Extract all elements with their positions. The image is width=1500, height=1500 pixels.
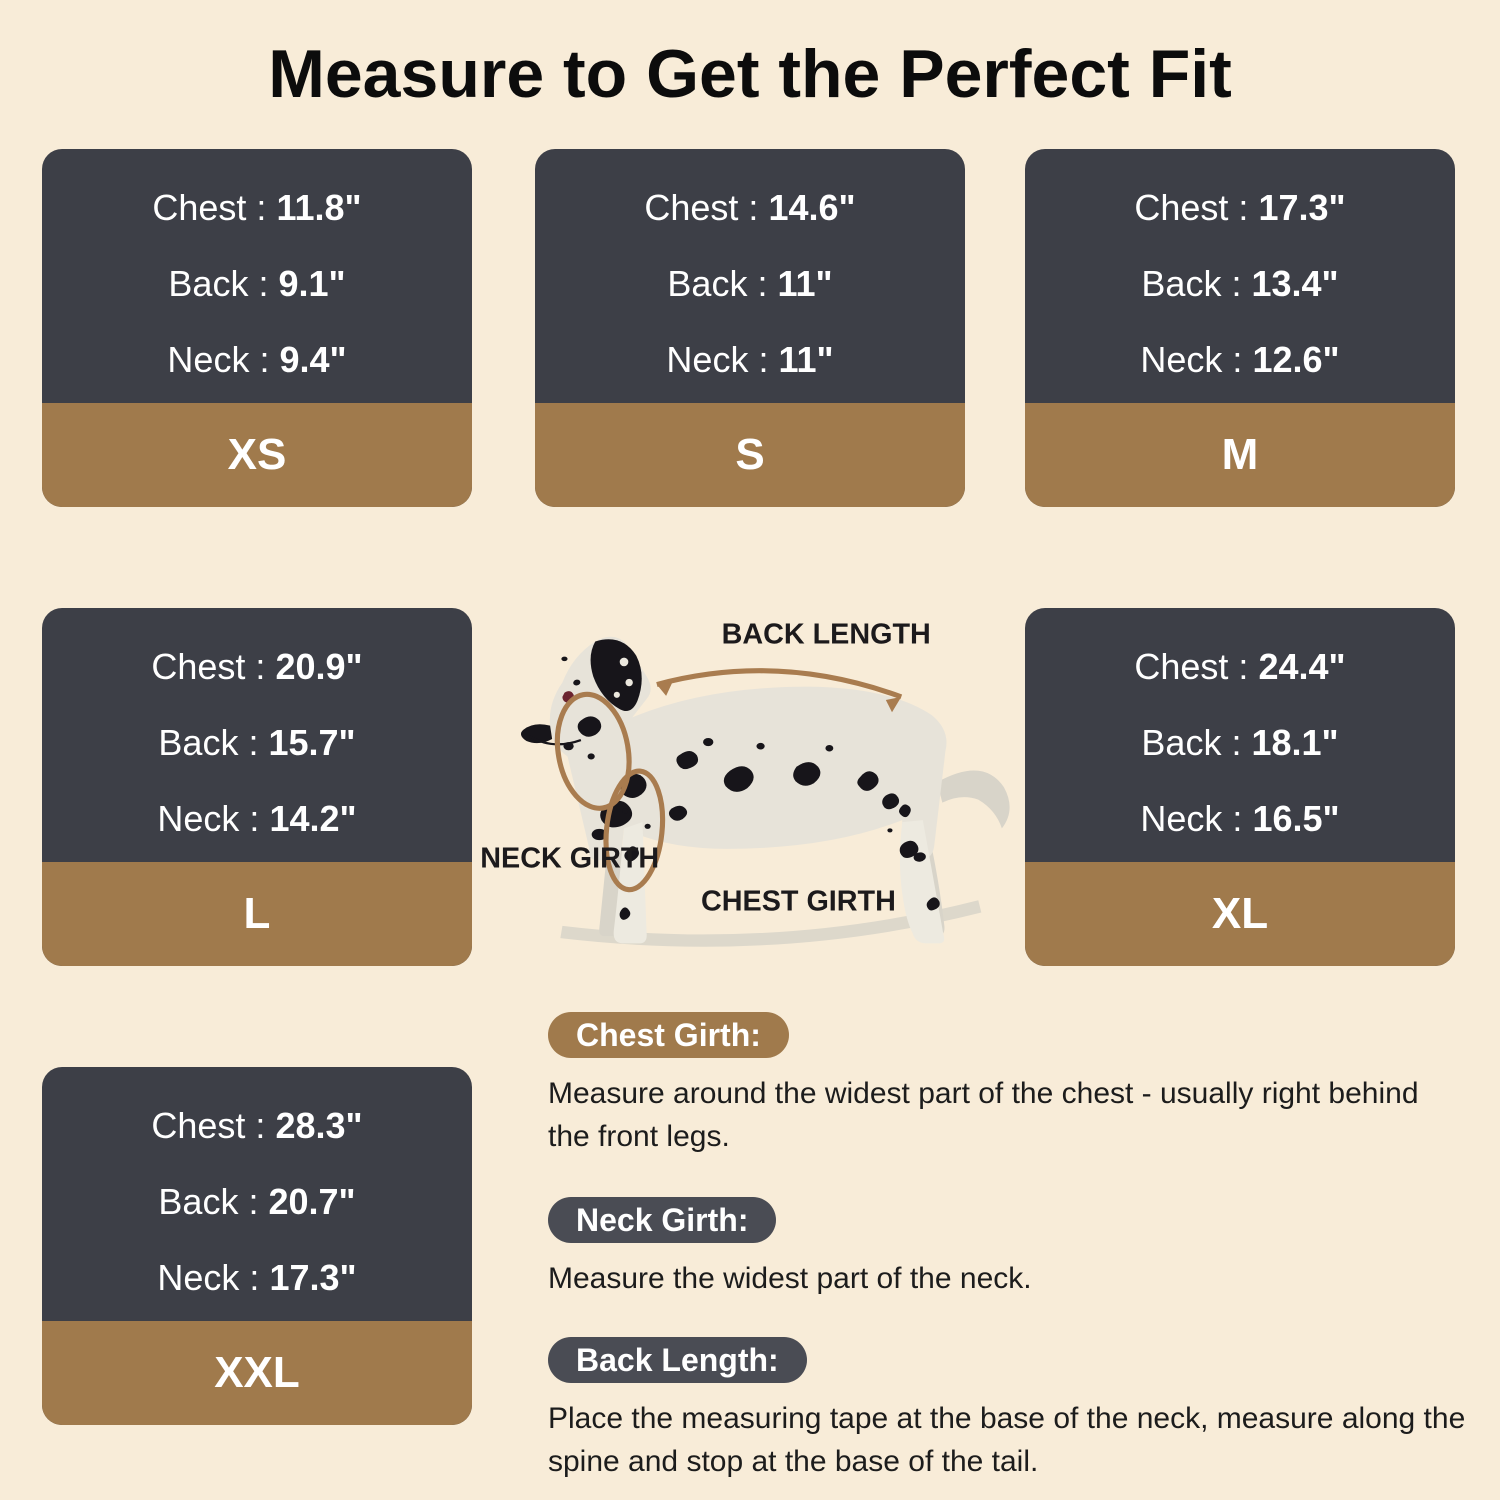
svg-text:NECK GIRTH: NECK GIRTH <box>480 842 659 874</box>
svg-text:CHEST GIRTH: CHEST GIRTH <box>701 885 896 917</box>
svg-text:BACK LENGTH: BACK LENGTH <box>722 618 931 650</box>
